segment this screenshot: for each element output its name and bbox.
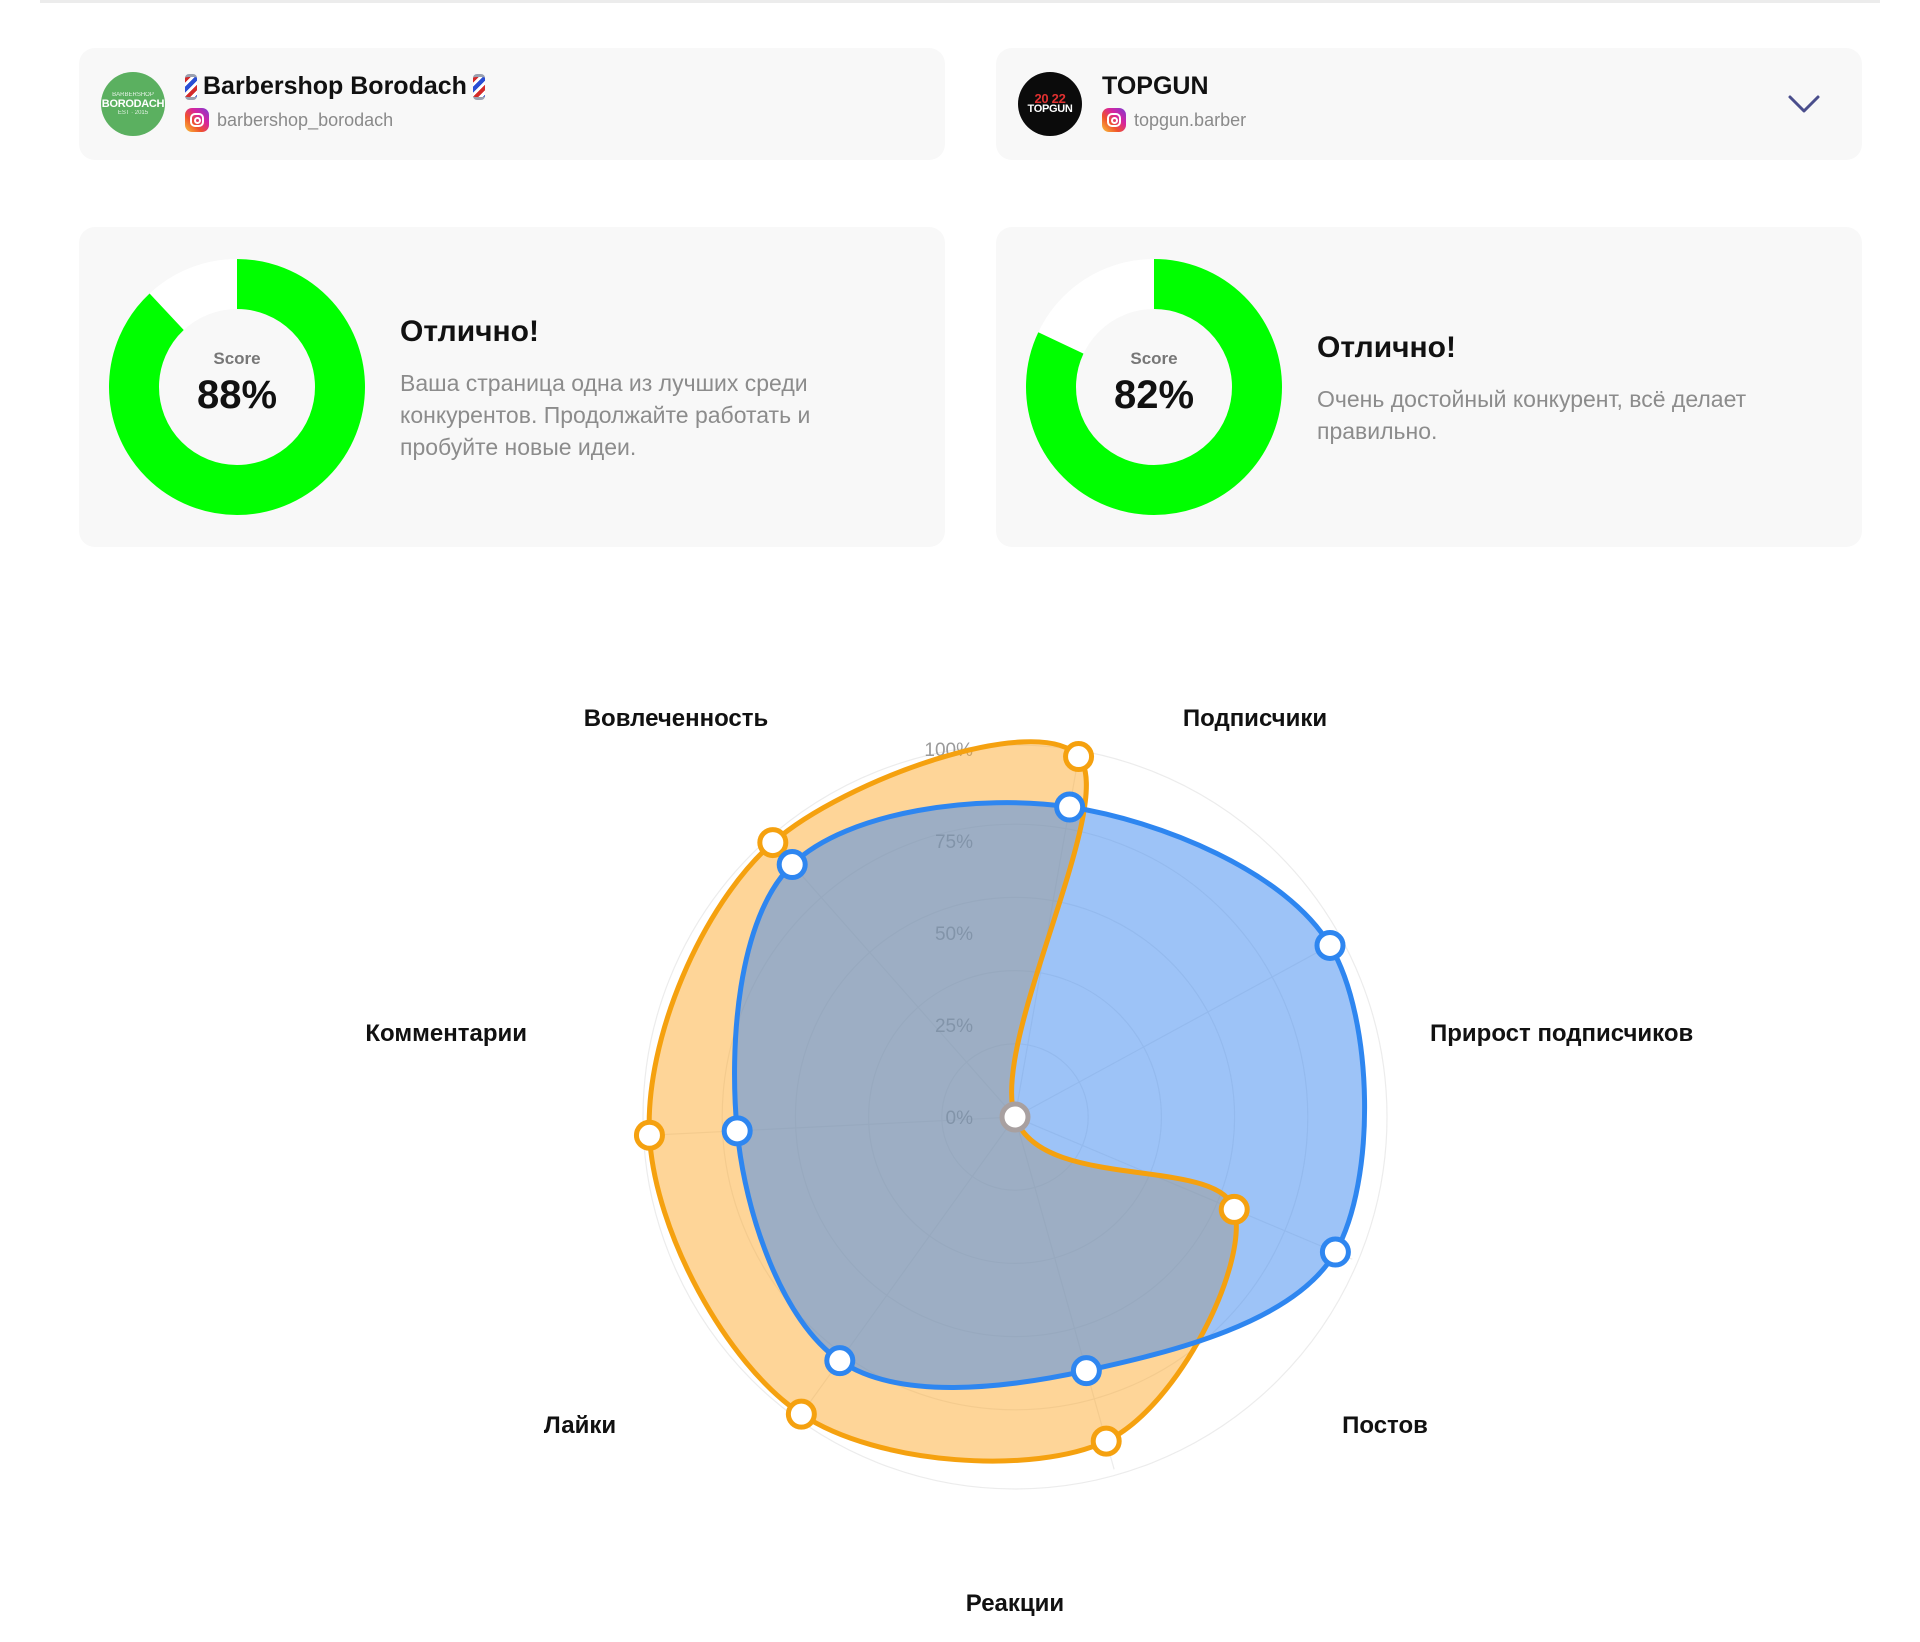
radar-grid-ring xyxy=(642,744,1388,1490)
radar-point-own[interactable] xyxy=(785,1398,817,1430)
own-avatar-text: BORODACH xyxy=(101,97,165,110)
competitor-avatar: 20 22 TOPGUN xyxy=(1018,72,1082,136)
radar-axis-label: Лайки xyxy=(544,1412,616,1439)
own-avatar: BARBERSHOP BORODACH EST · 2015 xyxy=(101,72,165,136)
radar-axis-label: Комментарии xyxy=(365,1020,527,1047)
competitor-score-label: Score xyxy=(1130,349,1178,368)
radar-point-own[interactable] xyxy=(1063,741,1095,773)
competitor-avatar-top-text: 20 22 xyxy=(1034,91,1066,106)
own-account-handle: barbershop_borodach xyxy=(217,109,394,130)
radar-line-competitor xyxy=(732,800,1368,1390)
barber-pole-icon xyxy=(185,73,197,100)
radar-point-competitor[interactable] xyxy=(1319,1236,1351,1268)
radar-point-own[interactable] xyxy=(999,1101,1031,1133)
radar-point-own[interactable] xyxy=(757,827,789,859)
competitor-account-name: TOPGUN xyxy=(1102,72,1209,100)
radar-point-competitor[interactable] xyxy=(776,849,808,881)
competitor-score-arc xyxy=(1026,259,1282,515)
competitor-score-card: Score 82% Отлично! Очень достойный конку… xyxy=(996,227,1862,547)
radar-point-own[interactable] xyxy=(1090,1425,1122,1457)
instagram-icon xyxy=(1102,108,1126,132)
radar-axis-label: Подписчики xyxy=(1183,705,1327,732)
radar-point-own[interactable] xyxy=(633,1119,665,1151)
own-score-donut xyxy=(109,259,365,515)
radar-point-competitor[interactable] xyxy=(1070,1355,1102,1387)
barber-pole-icon xyxy=(472,73,485,100)
competitor-account-handle: topgun.barber xyxy=(1134,109,1247,130)
competitor-account-handle-row: topgun.barber xyxy=(1102,108,1246,132)
own-account-handle-row: barbershop_borodach xyxy=(185,108,393,132)
competitor-account-card[interactable]: 20 22 TOPGUN TOPGUN topgun.barber xyxy=(996,48,1862,160)
radar-axis-label: Реакции xyxy=(966,1590,1064,1617)
radar-point-competitor[interactable] xyxy=(1314,929,1346,961)
radar-series-layer xyxy=(633,739,1368,1464)
own-score-title: Отлично! xyxy=(400,315,539,348)
competitor-avatar-text: TOPGUN xyxy=(1027,103,1073,115)
radar-point-competitor[interactable] xyxy=(1054,791,1086,823)
own-avatar-bottom-text: EST · 2015 xyxy=(117,109,149,116)
own-account-name: Barbershop Borodach xyxy=(203,72,467,100)
radar-axis-label: Прирост подписчиков xyxy=(1430,1020,1693,1047)
competitor-score-title: Отлично! xyxy=(1317,331,1456,364)
own-score-arc xyxy=(109,259,365,515)
own-account-card: BARBERSHOP BORODACH EST · 2015 Barbersho… xyxy=(79,48,945,160)
radar-axis-label: Постов xyxy=(1342,1412,1428,1439)
radar-axis-label: Вовлеченность xyxy=(584,705,769,732)
radar-point-own[interactable] xyxy=(1218,1193,1250,1225)
radar-axis-labels: Подписчики Прирост подписчиков Постов Реакц… xyxy=(365,705,1693,1617)
radar-tick-label: 100% xyxy=(924,740,973,761)
own-score-value: 88% xyxy=(196,373,278,417)
competitor-account-name-row: TOPGUN xyxy=(1102,72,1209,101)
own-score-description: Ваша страница одна из лучших среди конку… xyxy=(400,370,811,460)
instagram-icon xyxy=(185,108,209,132)
top-divider xyxy=(40,0,1880,3)
competitor-score-value: 82% xyxy=(1113,373,1195,417)
own-score-label: Score xyxy=(213,349,261,368)
radar-point-competitor[interactable] xyxy=(824,1345,856,1377)
own-score-card: Score 88% Отлично! Ваша страница одна из… xyxy=(79,227,945,547)
own-avatar-top-text: BARBERSHOP xyxy=(112,91,154,98)
competitor-score-donut xyxy=(1026,259,1282,515)
own-account-name-row: Barbershop Borodach xyxy=(185,72,485,101)
chevron-down-icon[interactable] xyxy=(1786,88,1822,118)
competitor-score-description: Очень достойный конкурент, всё делает пр… xyxy=(1317,386,1747,444)
radar-point-competitor[interactable] xyxy=(721,1115,753,1147)
radar-area-competitor xyxy=(734,802,1365,1388)
